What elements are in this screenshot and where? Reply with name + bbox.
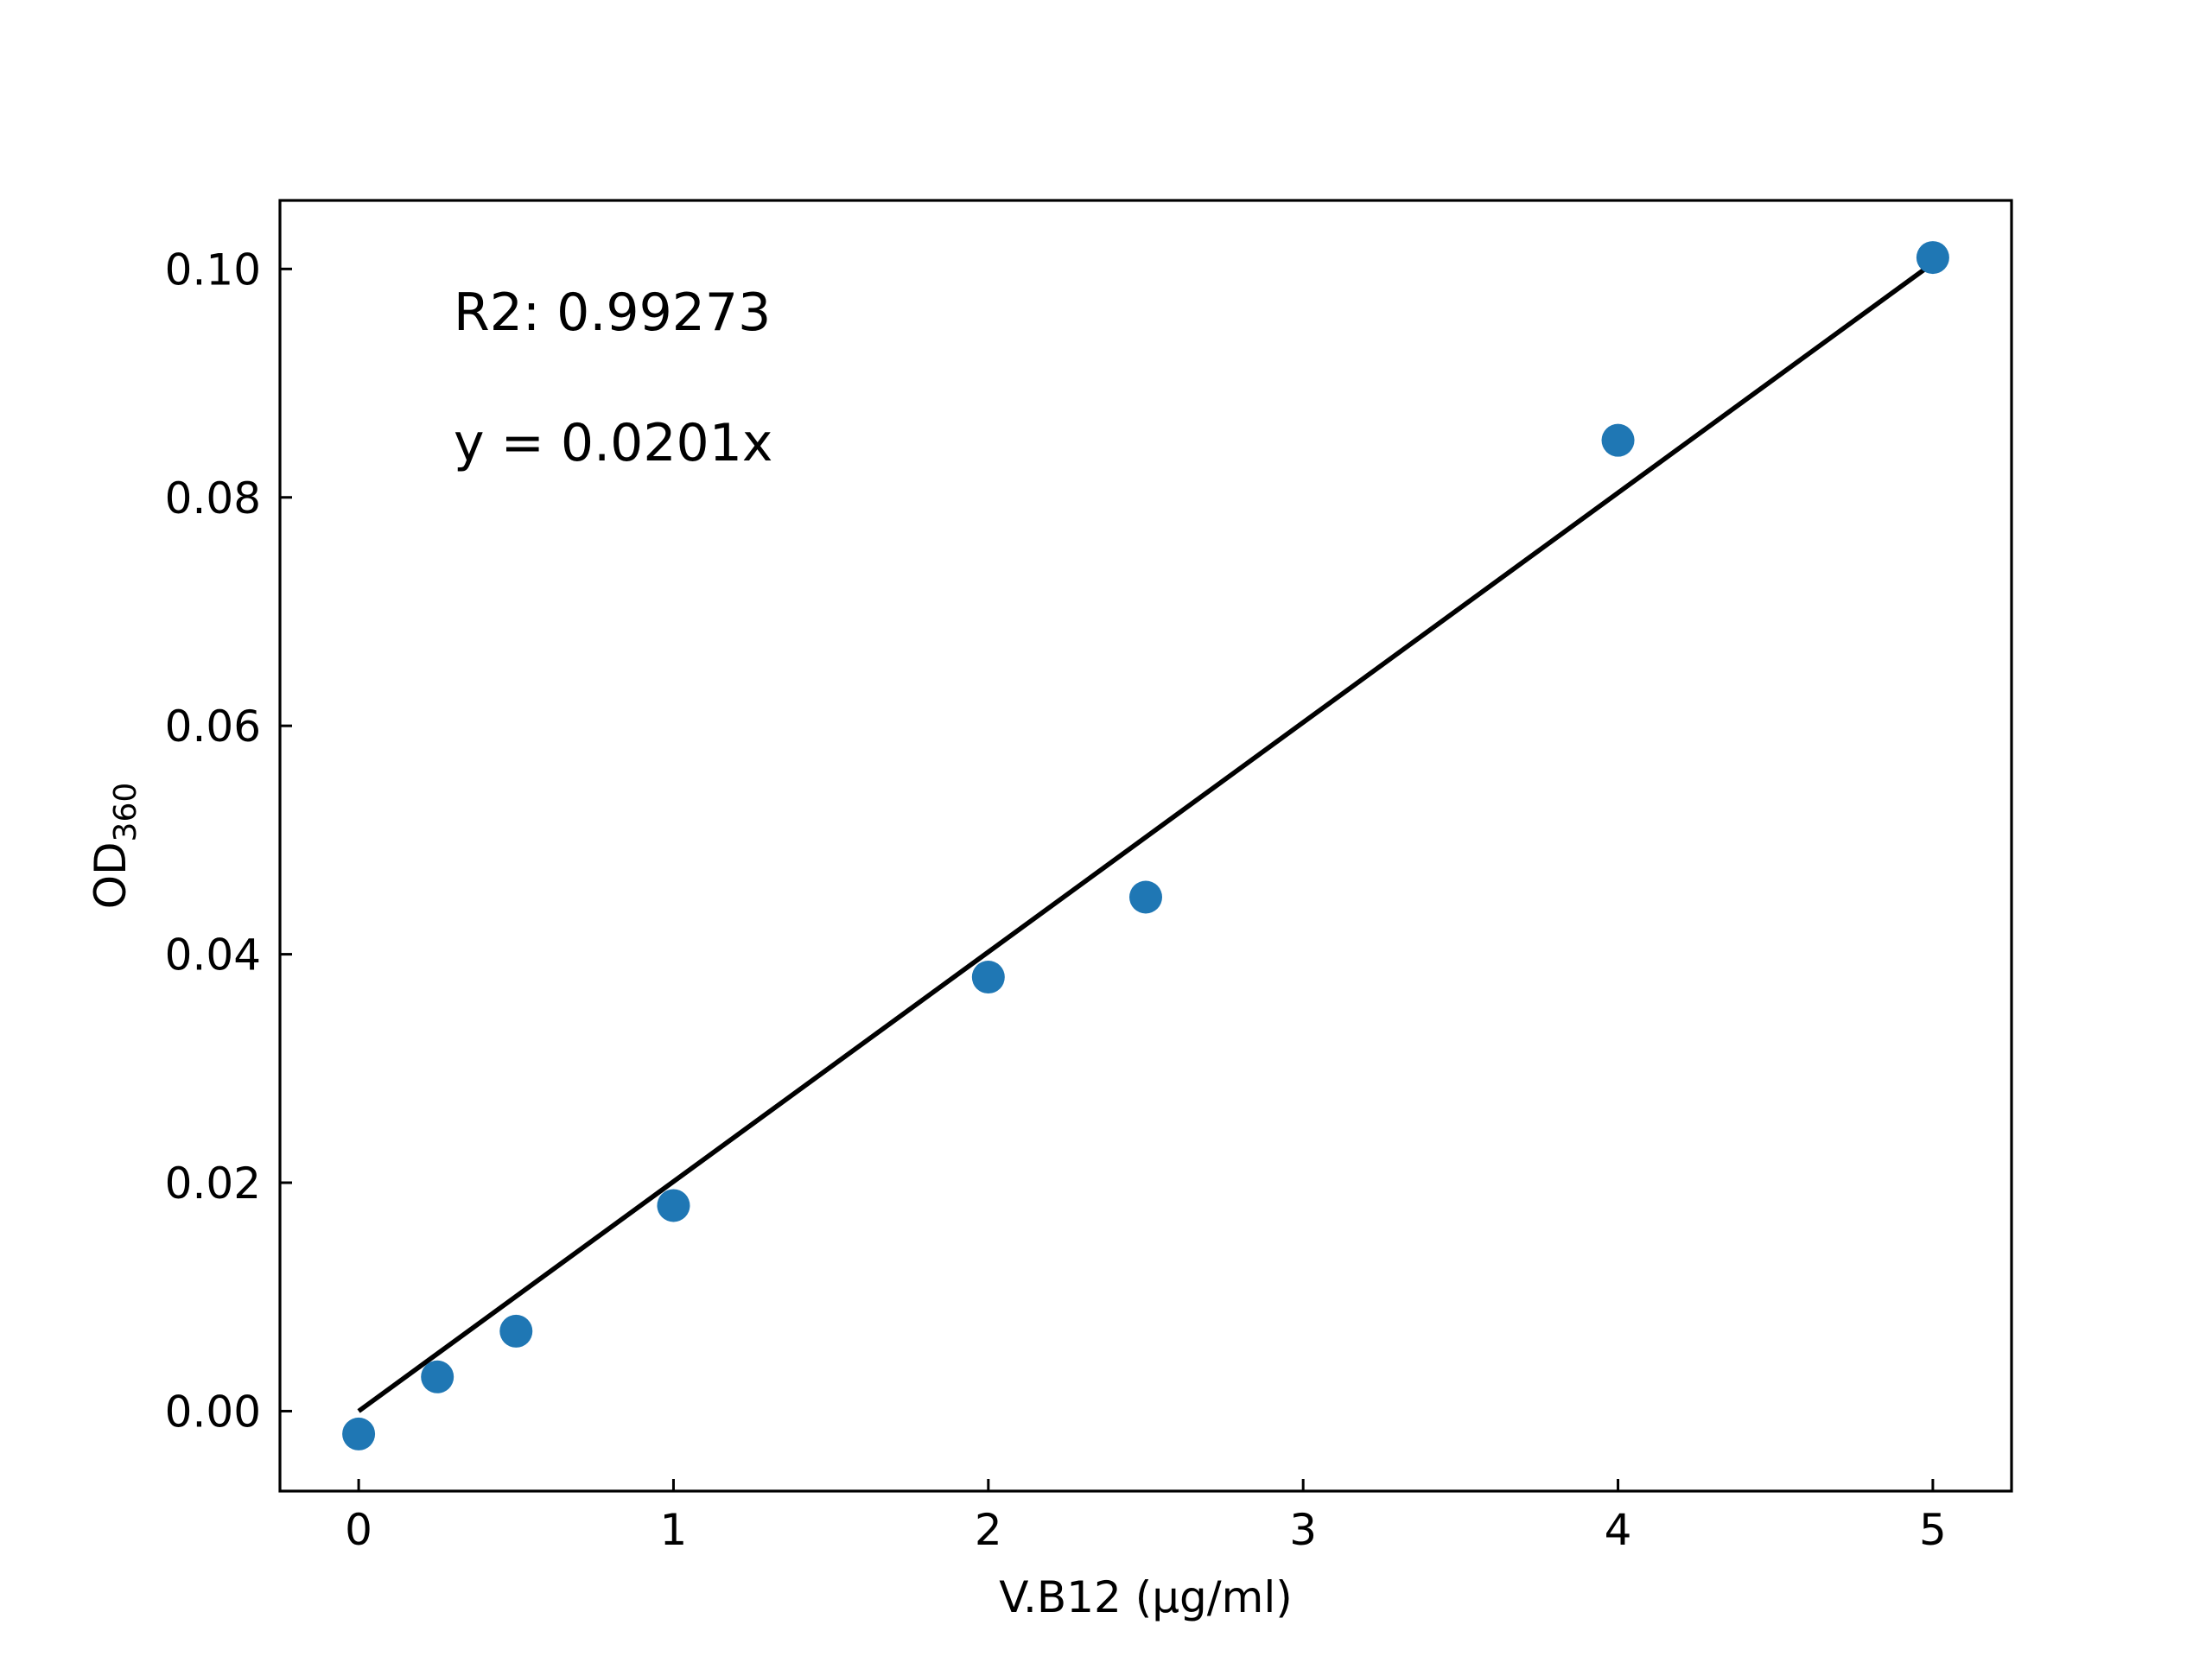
data-point bbox=[1601, 423, 1635, 457]
data-point bbox=[971, 961, 1005, 994]
y-tick-label: 0.00 bbox=[165, 1387, 261, 1437]
data-point bbox=[657, 1189, 690, 1222]
data-point bbox=[1129, 880, 1162, 914]
x-axis-label: V.B12 (µg/ml) bbox=[999, 1572, 1292, 1622]
x-tick-label: 2 bbox=[975, 1505, 1002, 1555]
data-point bbox=[1916, 241, 1949, 275]
x-tick-label: 4 bbox=[1605, 1505, 1632, 1555]
y-tick-label: 0.06 bbox=[165, 701, 261, 752]
y-tick-label: 0.04 bbox=[165, 930, 261, 981]
y-tick-label: 0.08 bbox=[165, 473, 261, 524]
data-point bbox=[499, 1314, 533, 1348]
fit-line bbox=[357, 261, 1935, 1413]
y-tick-label: 0.10 bbox=[165, 244, 261, 295]
data-point bbox=[342, 1417, 376, 1450]
y-axis-label-sub: 360 bbox=[108, 783, 143, 842]
annotation-equation: y = 0.0201x bbox=[454, 413, 772, 473]
x-tick-label: 0 bbox=[345, 1505, 372, 1555]
data-point bbox=[421, 1360, 454, 1393]
y-axis-label-main: OD bbox=[86, 841, 136, 909]
x-tick-label: 1 bbox=[660, 1505, 688, 1555]
x-tick-label: 3 bbox=[1289, 1505, 1317, 1555]
plot-frame bbox=[278, 199, 2013, 1493]
x-tick-label: 5 bbox=[1919, 1505, 1947, 1555]
y-tick-label: 0.02 bbox=[165, 1158, 261, 1209]
annotation-r2: R2: 0.99273 bbox=[454, 282, 771, 343]
y-axis-label: OD360 bbox=[86, 783, 143, 910]
